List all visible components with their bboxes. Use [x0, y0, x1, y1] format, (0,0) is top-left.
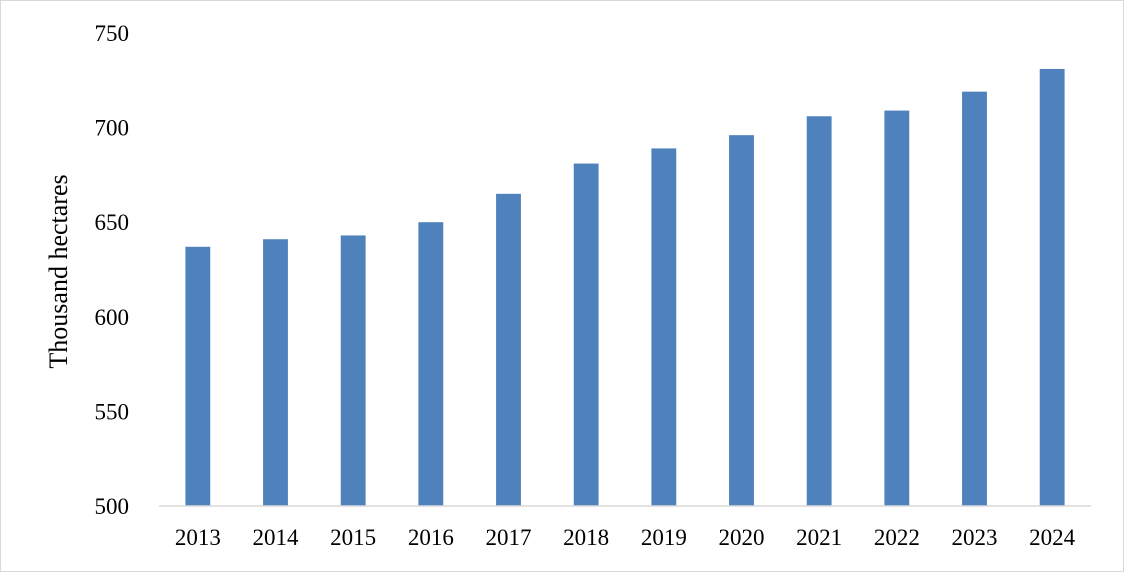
bar-2023 [962, 91, 987, 506]
bars [185, 68, 1065, 507]
bar-2020 [729, 135, 754, 506]
bar-2018 [573, 163, 599, 506]
x-axis-ticks: 2013 2014 2015 2016 2017 2018 2019 2020 2021 2022… [175, 525, 1076, 550]
x-tick-label: 2013 [175, 525, 221, 550]
x-tick-label: 2017 [486, 525, 532, 550]
y-tick-label: 700 [95, 116, 130, 141]
y-tick-label: 600 [95, 305, 130, 330]
bar-2014 [263, 239, 288, 506]
bar-2019 [651, 148, 677, 507]
bar-2021 [806, 116, 832, 507]
x-tick-label: 2016 [408, 525, 454, 550]
bar-2024 [1039, 68, 1065, 506]
y-axis-title: Thousand hectares [44, 174, 73, 368]
bar-2013 [185, 246, 211, 506]
bar-2016 [418, 222, 444, 506]
bar-2017 [496, 193, 521, 506]
x-tick-label: 2024 [1029, 525, 1076, 550]
y-tick-label: 750 [95, 21, 130, 46]
x-tick-label: 2015 [330, 525, 376, 550]
bar-2015 [340, 235, 366, 506]
y-axis-ticks: 500 550 600 650 700 750 [95, 21, 130, 519]
x-tick-label: 2022 [874, 525, 920, 550]
bar-2022 [884, 110, 910, 507]
x-tick-label: 2023 [952, 525, 998, 550]
x-tick-label: 2021 [796, 525, 842, 550]
x-tick-label: 2018 [563, 525, 609, 550]
x-tick-label: 2019 [641, 525, 687, 550]
y-tick-label: 550 [95, 399, 130, 424]
y-tick-label: 500 [95, 494, 130, 519]
x-tick-label: 2014 [253, 525, 300, 550]
y-tick-label: 650 [95, 210, 130, 235]
x-tick-label: 2020 [719, 525, 765, 550]
